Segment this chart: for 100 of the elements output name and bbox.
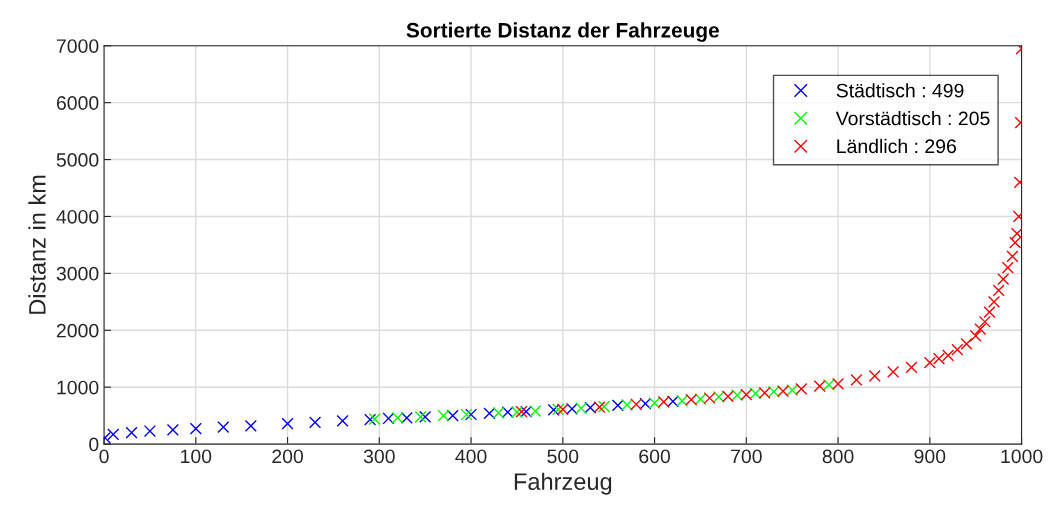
point [556, 403, 569, 416]
point [1001, 261, 1014, 274]
point [414, 410, 427, 423]
point [620, 398, 634, 411]
point [657, 395, 670, 409]
x-tick-label: 700 [731, 449, 762, 464]
legend-label: Ländlich : 296 [837, 138, 956, 154]
point [143, 424, 156, 438]
point [639, 397, 652, 410]
point [400, 411, 413, 424]
point [107, 428, 120, 441]
point [795, 382, 808, 395]
point [850, 373, 863, 386]
point [125, 426, 138, 439]
point [446, 409, 459, 422]
x-tick-label: 900 [914, 449, 946, 464]
point [460, 408, 473, 421]
x-tick-label: 300 [363, 449, 395, 464]
point [786, 383, 799, 397]
point [630, 398, 643, 411]
point [501, 406, 514, 419]
point [676, 394, 689, 407]
x-tick-label: 1000 [1001, 449, 1043, 464]
point [997, 272, 1010, 286]
point [932, 352, 946, 365]
point [694, 393, 707, 406]
point [391, 411, 404, 424]
x-axis-title: Fahrzeug [514, 472, 612, 495]
point [905, 361, 918, 374]
point [166, 423, 179, 436]
point [960, 337, 973, 351]
x-tick-label: 800 [822, 449, 854, 464]
point [336, 414, 349, 427]
point [189, 422, 202, 435]
y-tick-label: 7000 [56, 39, 99, 53]
point [758, 386, 771, 399]
point [831, 377, 845, 390]
x-tick-label: 400 [455, 449, 487, 464]
point [281, 417, 294, 430]
point [813, 379, 826, 393]
point [749, 387, 762, 400]
y-tick-label: 3000 [56, 266, 99, 281]
point [822, 378, 835, 391]
point [648, 397, 661, 410]
point [978, 315, 991, 328]
point [987, 295, 1001, 308]
point [598, 400, 611, 413]
point [575, 402, 588, 415]
point [552, 403, 565, 416]
chart-title: Sortierte Distanz der Fahrzeuge [406, 22, 719, 42]
point [721, 390, 735, 403]
y-tick-label: 4000 [56, 209, 99, 224]
point [1006, 250, 1019, 263]
point [368, 412, 381, 426]
x-tick-label: 100 [181, 449, 212, 464]
point [547, 403, 560, 417]
point [611, 399, 624, 412]
y-tick-label: 0 [89, 437, 99, 452]
point [731, 389, 744, 402]
legend-label: Vorstädtisch : 205 [835, 111, 990, 126]
point [1010, 227, 1022, 240]
point [492, 406, 505, 419]
point [740, 388, 753, 401]
point [951, 343, 964, 356]
point [712, 390, 725, 403]
point [983, 305, 996, 319]
point [419, 410, 432, 423]
y-tick-label: 5000 [56, 153, 99, 167]
point [868, 369, 881, 382]
point [923, 356, 936, 369]
x-tick-label: 200 [272, 449, 304, 464]
point [992, 284, 1005, 297]
x-tick-label: 500 [547, 449, 579, 464]
y-tick-label: 1000 [57, 380, 99, 395]
point [217, 420, 230, 434]
point [887, 365, 900, 378]
point [584, 401, 597, 414]
point [942, 349, 955, 362]
point [767, 385, 780, 398]
x-tick-label: 600 [639, 449, 671, 464]
y-tick-label: 6000 [56, 96, 99, 110]
point [565, 402, 579, 415]
point [515, 405, 528, 418]
x-tick-label: 0 [99, 449, 109, 464]
point [776, 385, 790, 398]
point [244, 419, 257, 432]
point [529, 405, 542, 418]
point [464, 408, 478, 421]
y-axis-title: Distanz in km [28, 175, 46, 314]
point [364, 413, 377, 426]
legend-label: Städtisch : 499 [836, 83, 964, 98]
y-tick-label: 2000 [56, 323, 99, 338]
point [685, 393, 698, 406]
point [1009, 236, 1022, 249]
point [666, 395, 679, 408]
point [593, 401, 606, 414]
point [520, 405, 533, 418]
point [437, 409, 450, 422]
point [382, 412, 395, 425]
point [703, 391, 716, 405]
